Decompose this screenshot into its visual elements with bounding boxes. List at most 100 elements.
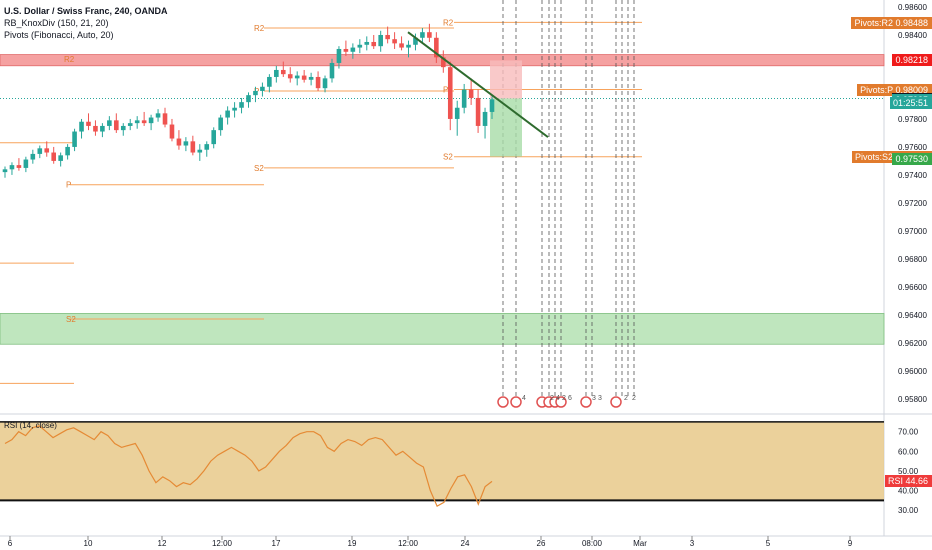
- rsi-tick-label: 60.00: [898, 447, 919, 456]
- price-tag: Pivots:R2 0.98488: [851, 16, 932, 29]
- candle-body: [190, 141, 196, 153]
- old-pivot-label-1: S2: [66, 315, 76, 324]
- candle: [65, 144, 70, 160]
- price-tag: 0.98218: [892, 54, 932, 67]
- time-axis-label: 12:00: [212, 539, 233, 548]
- candle: [107, 116, 112, 131]
- candle: [37, 145, 43, 159]
- candle: [427, 23, 432, 42]
- event-count: 2: [562, 395, 566, 402]
- candle-body: [280, 69, 286, 75]
- candle-body: [336, 48, 342, 63]
- candle-body: [114, 120, 119, 131]
- candle: [357, 39, 363, 54]
- event-marker-icon: [580, 396, 592, 408]
- support-zone-1: [0, 313, 885, 345]
- candle: [127, 118, 133, 131]
- indicator-pivots[interactable]: Pivots (Fibonacci, Auto, 20): [4, 30, 114, 40]
- time-axis-label: 9: [848, 539, 853, 548]
- candle-body: [343, 48, 349, 52]
- candle: [246, 92, 251, 108]
- candle-body: [65, 146, 70, 156]
- candle-body: [51, 152, 56, 161]
- candle: [141, 111, 147, 126]
- chart-legend: U.S. Dollar / Swiss Franc, 240, OANDA RB…: [4, 5, 168, 41]
- candle: [23, 156, 29, 173]
- candle-body: [86, 121, 91, 126]
- candle-body: [441, 57, 446, 68]
- candle: [461, 83, 467, 114]
- candle-body: [399, 43, 404, 48]
- candle-body: [197, 149, 203, 153]
- time-axis-label: 08:00: [582, 539, 603, 548]
- candle: [134, 116, 140, 129]
- candle: [489, 96, 495, 119]
- candle: [58, 152, 63, 167]
- candle: [441, 50, 446, 73]
- rsi-tick-label: 40.00: [898, 487, 919, 496]
- candle-body: [107, 120, 112, 126]
- candle-body: [120, 125, 126, 131]
- position-stop-zone: [490, 60, 522, 99]
- prev-pivot-label-0: R2: [254, 24, 265, 33]
- candle: [454, 100, 460, 136]
- event-marker-icon: [510, 396, 522, 408]
- price-tick-label: 0.97600: [898, 143, 927, 152]
- candle-body: [23, 159, 29, 168]
- candle-body: [406, 44, 411, 48]
- candle-body: [482, 111, 488, 126]
- price-tick-label: 0.96000: [898, 367, 927, 376]
- time-axis-label: 3: [690, 539, 695, 548]
- candle: [253, 86, 258, 103]
- time-axis-label: 6: [8, 539, 13, 548]
- candle: [9, 162, 15, 175]
- price-tick-label: 0.97400: [898, 171, 927, 180]
- candle: [218, 114, 223, 136]
- candle-body: [385, 34, 390, 40]
- event-count: 4: [556, 395, 560, 402]
- candle-body: [274, 69, 279, 77]
- price-tag: 01:25:51: [889, 96, 932, 109]
- rsi-title: RSI (14, close): [4, 421, 57, 430]
- event-count: 4: [522, 395, 526, 402]
- candle-body: [218, 117, 223, 131]
- candle: [72, 128, 77, 152]
- time-axis-label: 5: [766, 539, 771, 548]
- candle-body: [134, 120, 140, 124]
- candle-body: [350, 47, 356, 52]
- candle: [287, 67, 293, 83]
- candle-body: [260, 86, 265, 91]
- candle: [329, 58, 335, 83]
- candle-body: [475, 97, 481, 126]
- candle: [162, 107, 168, 128]
- candle: [482, 107, 488, 139]
- candle: [294, 71, 300, 86]
- candle: [378, 30, 383, 52]
- price-tick-label: 0.98600: [898, 3, 927, 12]
- candle-body: [427, 32, 432, 38]
- symbol-title[interactable]: U.S. Dollar / Swiss Franc, 240, OANDA: [4, 6, 168, 16]
- candle: [114, 113, 119, 133]
- price-tick-label: 0.97800: [898, 115, 927, 124]
- time-axis-label: 12:00: [398, 539, 419, 548]
- event-count: 2: [632, 395, 636, 402]
- candle: [260, 82, 265, 97]
- candle-body: [232, 107, 237, 111]
- candle: [190, 135, 196, 156]
- candle: [211, 127, 217, 149]
- candle-body: [141, 120, 147, 124]
- candle-body: [204, 144, 210, 150]
- candle: [475, 89, 481, 133]
- candle-body: [371, 41, 377, 47]
- candle-body: [148, 117, 154, 124]
- price-tick-label: 0.96400: [898, 311, 927, 320]
- candle-body: [72, 131, 77, 147]
- candle: [468, 78, 474, 105]
- indicator-knoxdiv[interactable]: RB_KnoxDiv (150, 21, 20): [4, 18, 109, 28]
- pivot-label-R2: R2: [443, 18, 454, 27]
- candle-body: [239, 102, 244, 108]
- candle: [30, 149, 36, 164]
- pivot-label-P: P: [443, 86, 448, 95]
- candle-body: [301, 75, 307, 80]
